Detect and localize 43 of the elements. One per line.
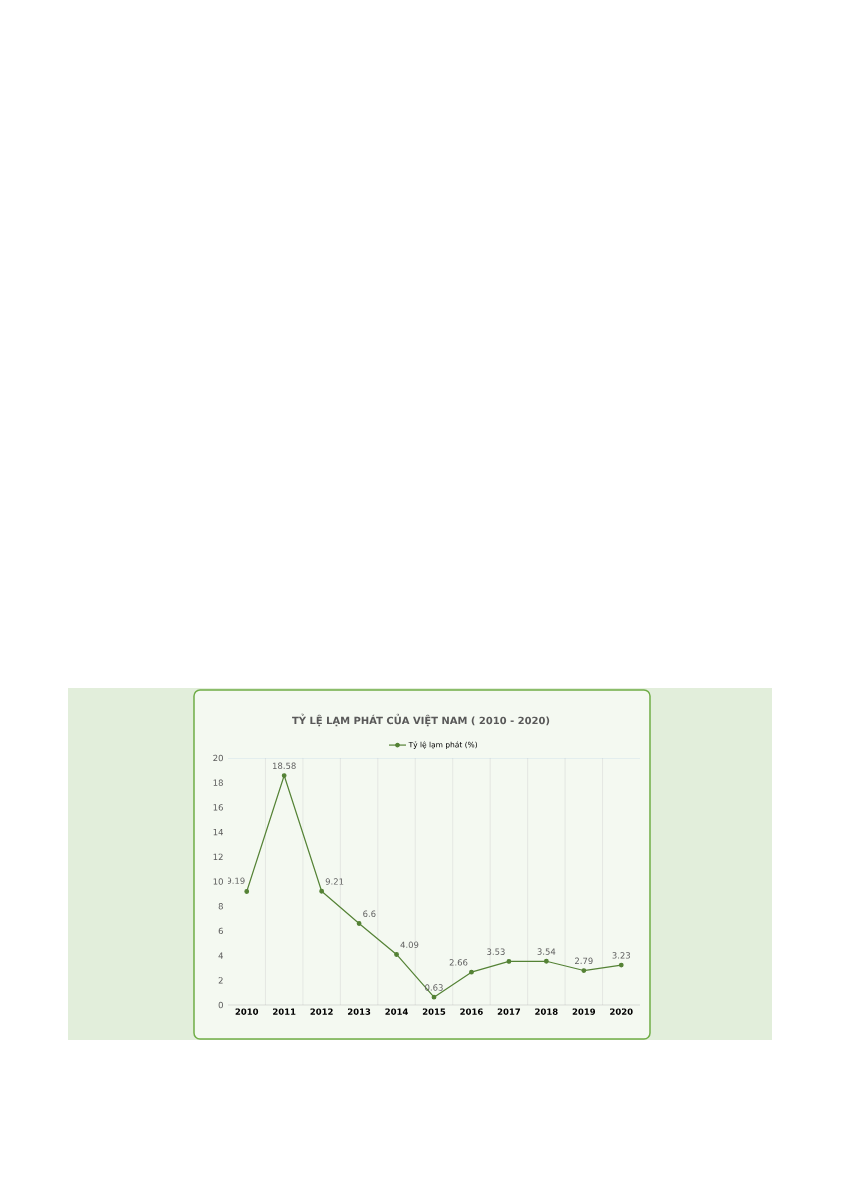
point [431,994,437,1000]
x-tick-label: 2016 [460,1008,483,1015]
x-tick-label: 2014 [385,1008,408,1015]
point [319,888,325,894]
point [581,968,587,973]
data-label: 3.23 [612,952,631,959]
point [394,952,399,957]
data-label: 6.6 [363,910,376,917]
x-tick-label: 2019 [572,1008,596,1015]
chart-title: TỶ LỆ LẠM PHÁT CỦA VIỆT NAM ( 2010 - 2020) [292,713,550,727]
point [356,921,362,926]
point [543,958,549,964]
data-label: 3.54 [537,948,556,955]
x-tick-label: 2010 [235,1008,259,1015]
data-label: 4.09 [400,941,419,948]
x-tick-label: 2020 [610,1008,633,1015]
y-tick-label: 20 [213,754,223,762]
y-tick-label: 2 [218,977,223,984]
y-tick-label: 0 [218,1001,223,1009]
data-label: 18.58 [273,762,296,770]
data-label: 3.53 [487,948,505,955]
y-tick-label: 18 [213,779,223,786]
data-label: 2.66 [449,959,468,966]
x-tick-label: 2012 [310,1008,333,1015]
y-tick-label: 8 [218,902,223,910]
point [281,773,287,778]
y-tick-label: 12 [213,853,223,860]
y-tick-label: 6 [218,927,223,935]
point [618,962,624,968]
y-tick-label: 14 [213,829,223,836]
x-tick-label: 2013 [347,1008,371,1015]
x-tick-label: 2017 [497,1008,521,1015]
data-label: 2.79 [575,957,593,965]
data-label: 9.21 [325,878,344,885]
point [506,959,512,964]
y-tick-label: 16 [213,804,223,811]
point [469,969,474,975]
x-tick-label: 2011 [273,1008,296,1015]
point [244,889,250,894]
x-tick-label: 2018 [535,1008,558,1015]
x-tick-label: 2015 [422,1008,446,1015]
y-tick-label: 4 [218,952,223,959]
y-tick-label: 10 [213,878,223,885]
